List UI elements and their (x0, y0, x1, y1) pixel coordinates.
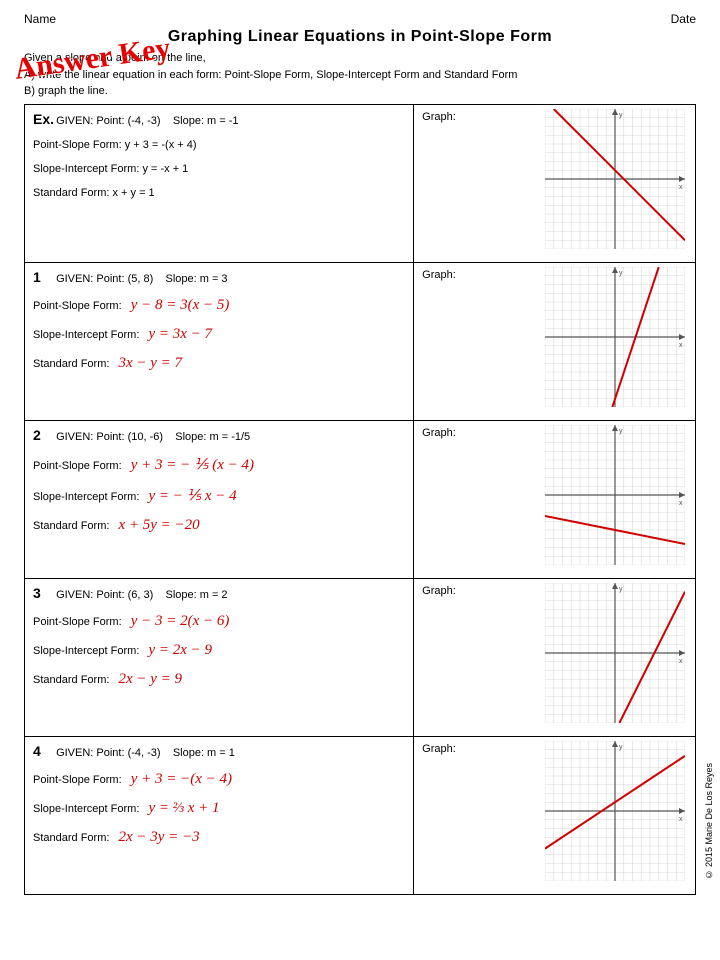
svg-text:x: x (679, 342, 683, 349)
standard-form-answer: 3x − y = 7 (118, 355, 182, 371)
coordinate-graph: xy (545, 741, 685, 881)
svg-text:y: y (619, 270, 623, 277)
graph-label: Graph: (422, 585, 456, 597)
standard-form-row: Standard Form: 3x − y = 7 (33, 355, 405, 372)
graph-label: Graph: (422, 269, 456, 281)
slope-intercept-answer: y = ⅔ x + 1 (148, 800, 219, 816)
problem-cell: 3 GIVEN: Point: (6, 3) Slope: m = 2 Poin… (25, 578, 414, 736)
instr-line3: B) graph the line. (24, 83, 696, 100)
problem-number: Ex. (33, 111, 53, 127)
problem-number: 1 (33, 269, 53, 285)
problem-cell: 4 GIVEN: Point: (-4, -3) Slope: m = 1 Po… (25, 736, 414, 894)
problem-number: 2 (33, 427, 53, 443)
standard-form-answer: x + y = 1 (112, 187, 154, 199)
problem-cell: Ex. GIVEN: Point: (-4, -3) Slope: m = -1… (25, 104, 414, 262)
graph-cell: Graph: xy (414, 578, 696, 736)
problem-number: 4 (33, 743, 53, 759)
slope-intercept-row: Slope-Intercept Form: y = ⅔ x + 1 (33, 800, 405, 817)
standard-form-answer: x + 5y = −20 (118, 517, 199, 533)
date-label: Date (671, 12, 696, 26)
standard-form-row: Standard Form: x + 5y = −20 (33, 517, 405, 534)
graph-label: Graph: (422, 111, 456, 123)
slope-intercept-row: Slope-Intercept Form: y = 2x − 9 (33, 642, 405, 659)
slope-intercept-answer: y = 2x − 9 (148, 642, 212, 658)
standard-form-row: Standard Form: 2x − 3y = −3 (33, 829, 405, 846)
slope-intercept-answer: y = 3x − 7 (148, 326, 212, 342)
svg-text:y: y (619, 744, 623, 751)
graph-cell: Graph: xy (414, 736, 696, 894)
problem-cell: 1 GIVEN: Point: (5, 8) Slope: m = 3 Poin… (25, 262, 414, 420)
point-slope-row: Point-Slope Form: y + 3 = -(x + 4) (33, 139, 405, 151)
point-slope-answer: y − 3 = 2(x − 6) (131, 613, 230, 629)
svg-text:y: y (619, 586, 623, 593)
slope-intercept-row: Slope-Intercept Form: y = -x + 1 (33, 163, 405, 175)
point-slope-answer: y + 3 = -(x + 4) (125, 139, 197, 151)
point-slope-row: Point-Slope Form: y − 3 = 2(x − 6) (33, 613, 405, 630)
given-text: GIVEN: Point: (-4, -3) Slope: m = -1 (56, 115, 238, 127)
standard-form-row: Standard Form: 2x − y = 9 (33, 671, 405, 688)
graph-cell: Graph: xy (414, 262, 696, 420)
point-slope-row: Point-Slope Form: y + 3 = − ⅕ (x − 4) (33, 455, 405, 474)
slope-intercept-answer: y = − ⅕ x − 4 (148, 488, 236, 504)
given-text: GIVEN: Point: (5, 8) Slope: m = 3 (56, 273, 228, 285)
given-text: GIVEN: Point: (-4, -3) Slope: m = 1 (56, 747, 235, 759)
point-slope-row: Point-Slope Form: y + 3 = −(x − 4) (33, 771, 405, 788)
graph-label: Graph: (422, 427, 456, 439)
coordinate-graph: xy (545, 583, 685, 723)
copyright: © 2015 Marie De Los Reyes (704, 763, 714, 880)
slope-intercept-row: Slope-Intercept Form: y = 3x − 7 (33, 326, 405, 343)
coordinate-graph: xy (545, 267, 685, 407)
svg-text:y: y (619, 112, 623, 119)
point-slope-answer: y + 3 = − ⅕ (x − 4) (131, 457, 254, 473)
given-text: GIVEN: Point: (10, -6) Slope: m = -1/5 (56, 431, 250, 443)
svg-text:x: x (679, 500, 683, 507)
graph-cell: Graph: xy (414, 420, 696, 578)
coordinate-graph: xy (545, 109, 685, 249)
graph-cell: Graph: xy (414, 104, 696, 262)
svg-text:x: x (679, 184, 683, 191)
point-slope-answer: y + 3 = −(x − 4) (131, 771, 232, 787)
point-slope-answer: y − 8 = 3(x − 5) (131, 297, 230, 313)
worksheet-table: Ex. GIVEN: Point: (-4, -3) Slope: m = -1… (24, 104, 696, 895)
standard-form-answer: 2x − y = 9 (118, 671, 182, 687)
coordinate-graph: xy (545, 425, 685, 565)
slope-intercept-row: Slope-Intercept Form: y = − ⅕ x − 4 (33, 486, 405, 505)
svg-text:y: y (619, 428, 623, 435)
svg-text:x: x (679, 658, 683, 665)
name-label: Name (24, 12, 56, 26)
graph-label: Graph: (422, 743, 456, 755)
standard-form-answer: 2x − 3y = −3 (118, 829, 199, 845)
problem-cell: 2 GIVEN: Point: (10, -6) Slope: m = -1/5… (25, 420, 414, 578)
svg-text:x: x (679, 816, 683, 823)
standard-form-row: Standard Form: x + y = 1 (33, 187, 405, 199)
point-slope-row: Point-Slope Form: y − 8 = 3(x − 5) (33, 297, 405, 314)
given-text: GIVEN: Point: (6, 3) Slope: m = 2 (56, 589, 228, 601)
problem-number: 3 (33, 585, 53, 601)
slope-intercept-answer: y = -x + 1 (142, 163, 188, 175)
